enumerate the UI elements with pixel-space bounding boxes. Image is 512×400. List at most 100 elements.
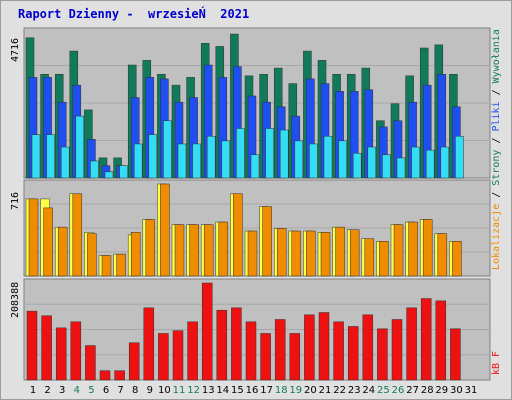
bar-mid-16 [247,230,258,277]
x-tick-label: 17 [260,385,273,396]
bar-mid-6 [101,255,112,277]
bar-top-Strony-10 [163,120,172,179]
bar-top-Strony-7 [119,165,128,179]
bar-mid-7 [116,253,126,277]
bar-mid-22 [335,226,345,277]
bar-top-Strony-25 [382,154,391,179]
x-tick-label: 30 [450,385,463,396]
bar-top-Strony-2 [46,134,55,179]
bar-mid-18 [276,228,287,277]
bar-mid-20 [306,230,316,277]
x-tick-label: 26 [392,385,405,396]
bar-mid-25 [379,241,389,277]
bar-top-Strony-11 [177,143,187,179]
bar-top-Strony-8 [133,143,143,179]
bar-top-Strony-20 [309,143,318,179]
x-tick-label: 2 [44,385,50,396]
bar-mid-9 [145,219,156,277]
bar-bottom-8 [128,342,140,381]
x-tick-label: 27 [406,385,419,396]
bar-mid-15 [233,193,243,277]
x-tick-label: 31 [465,385,478,396]
bar-mid-21 [320,232,331,277]
bar-bottom-23 [347,326,359,381]
bar-top-Strony-3 [60,146,70,179]
x-tick-label: 1 [30,385,36,396]
bar-top-Strony-26 [396,157,406,179]
bar-mid-12 [189,224,199,277]
bar-top-Strony-6 [104,171,114,179]
bar-bottom-10 [158,333,169,381]
bar-bottom-14 [216,309,228,381]
bar-top-Strony-23 [352,152,362,179]
bar-top-Strony-1 [31,134,41,179]
bar-bottom-21 [318,312,330,381]
bar-mid-1 [28,198,39,277]
x-tick-label: 24 [362,385,375,396]
x-tick-label: 4 [74,385,80,396]
bar-top-Strony-28 [425,149,435,179]
bar-top-Strony-27 [411,146,420,179]
bar-mid-19 [291,230,302,277]
bar-mid-2 [43,207,53,277]
bar-bottom-30 [450,328,461,381]
bar-bottom-26 [391,319,403,381]
x-tick-label: 19 [289,385,302,396]
bar-mid-3 [57,226,68,277]
bar-bottom-7 [114,370,125,381]
bar-top-Strony-18 [279,129,289,179]
bar-bottom-16 [245,321,257,381]
bar-bottom-20 [304,314,315,381]
bar-mid-28 [422,219,433,277]
bar-bottom-24 [362,314,374,381]
bar-bottom-6 [99,370,111,381]
bar-top-Strony-14 [221,140,231,179]
bar-bottom-4 [70,321,82,381]
bar-bottom-2 [41,315,52,381]
bar-bottom-1 [26,310,38,381]
bar-bottom-17 [260,333,271,381]
x-tick-label: 7 [117,385,123,396]
x-tick-label: 18 [275,385,288,396]
bar-mid-5 [87,233,97,277]
x-tick-label: 28 [421,385,434,396]
bar-bottom-15 [231,307,242,381]
bar-top-Strony-19 [294,140,304,179]
x-tick-label: 5 [88,385,94,396]
bar-mid-11 [174,224,185,277]
bar-mid-26 [393,224,404,277]
bar-bottom-25 [377,328,388,381]
bar-top-Strony-21 [323,135,333,179]
bar-top-Strony-4 [75,115,85,179]
bar-bottom-3 [55,327,67,381]
x-tick-label: 6 [103,385,109,396]
bar-mid-13 [203,224,214,277]
x-tick-label: 3 [59,385,65,396]
bar-bottom-29 [435,300,447,381]
bar-top-Strony-17 [265,128,274,179]
bar-bottom-9 [143,307,155,381]
bar-mid-10 [160,183,170,277]
report-title: Raport Dzienny - wrzesieŃ 2021 [18,7,250,21]
bar-top-Strony-12 [192,143,201,179]
bar-top-Strony-5 [90,160,99,179]
x-tick-label: 21 [319,385,332,396]
x-tick-label: 15 [231,385,244,396]
bar-bottom-18 [274,319,286,381]
bar-top-Strony-13 [206,135,216,179]
bar-mid-27 [408,221,418,277]
bar-mid-4 [72,193,83,277]
x-tick-label: 11 [173,385,186,396]
bar-mid-14 [218,221,229,277]
bar-bottom-12 [187,321,198,381]
bar-mid-29 [437,233,448,277]
bar-top-Strony-29 [440,146,450,179]
x-tick-label: 10 [158,385,171,396]
bar-top-Strony-16 [250,154,260,179]
bar-mid-17 [262,206,272,277]
bar-top-Strony-30 [455,135,464,179]
bar-top-Strony-15 [236,128,245,179]
x-tick-label: 13 [202,385,215,396]
bar-mid-8 [130,232,141,277]
